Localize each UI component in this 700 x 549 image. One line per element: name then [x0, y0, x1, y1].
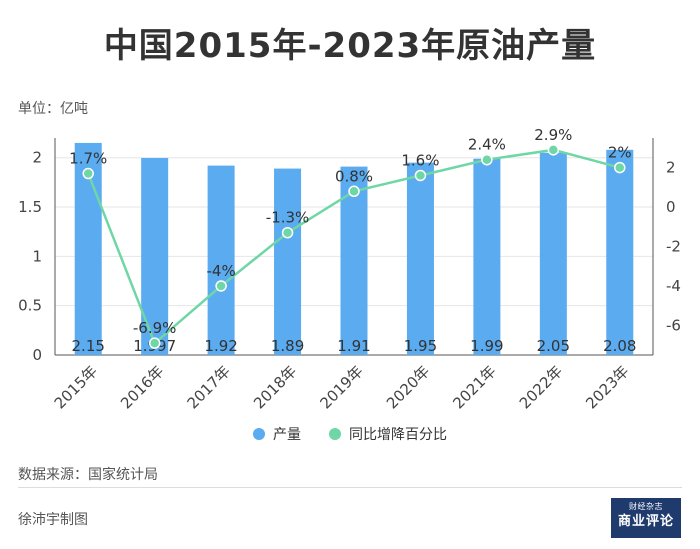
growth-value-label: 2.9% [534, 126, 572, 144]
bar-value-label: 2.05 [537, 337, 570, 355]
x-tick-label: 2018年 [250, 362, 300, 412]
bar [207, 165, 235, 355]
growth-value-label: -6.9% [133, 319, 177, 337]
right-tick-label: -4 [666, 277, 681, 295]
growth-point [215, 280, 227, 292]
legend: 产量 同比增降百分比 [0, 424, 700, 444]
divider [18, 487, 682, 488]
growth-value-label: 1.6% [401, 151, 439, 169]
logo-line1: 财经杂志 [629, 502, 663, 511]
bar [274, 168, 302, 355]
growth-value-label: -1.3% [266, 209, 310, 227]
growth-point [481, 153, 493, 166]
growth-point [348, 185, 360, 198]
legend-bar-label: 产量 [273, 427, 301, 443]
bar-value-label: 2.08 [603, 337, 636, 355]
growth-value-label: 1.7% [69, 150, 107, 168]
bar [473, 158, 501, 355]
right-tick-label: 2 [666, 159, 676, 177]
publisher-logo: 财经杂志 商业评论 [611, 498, 681, 538]
growth-point [148, 337, 161, 349]
growth-value-label: 0.8% [335, 167, 373, 185]
growth-point [414, 169, 427, 182]
bar-value-label: 1.92 [204, 337, 237, 355]
growth-value-label: -4% [207, 262, 236, 280]
bar-value-label: 2.15 [72, 337, 105, 355]
right-tick-label: -6 [666, 316, 681, 334]
x-tick-label: 2016年 [117, 362, 167, 412]
logo-line2: 商业评论 [617, 514, 674, 529]
x-tick-label: 2021年 [449, 362, 499, 412]
bar [406, 162, 434, 355]
left-tick-label: 0.5 [18, 297, 42, 315]
bar-value-label: 1.89 [271, 337, 304, 355]
x-tick-label: 2022年 [516, 362, 566, 412]
left-tick-label: 0 [32, 346, 42, 364]
legend-item-bar[interactable]: 产量 [253, 424, 301, 444]
unit-label: 单位：亿吨 [18, 101, 88, 117]
combo-chart: 00.511.52-6-4-2022.151.9971.921.891.911.… [18, 126, 681, 413]
x-tick-label: 2015年 [51, 362, 101, 412]
right-tick-label: -2 [666, 238, 681, 256]
legend-line-swatch [329, 428, 341, 440]
growth-point [614, 161, 626, 174]
bar-value-label: 1.99 [470, 337, 503, 355]
growth-point [547, 144, 560, 156]
author-credit: 徐沛宇制图 [18, 512, 88, 528]
source-note: 数据来源：国家统计局 [18, 467, 158, 483]
x-tick-label: 2019年 [316, 362, 366, 412]
legend-item-line[interactable]: 同比增降百分比 [329, 424, 447, 444]
legend-line-label: 同比增降百分比 [349, 427, 447, 443]
bar [606, 149, 634, 355]
bar-value-label: 1.95 [404, 337, 437, 355]
growth-point [82, 167, 94, 180]
chart-title: 中国2015年-2023年原油产量 [103, 26, 597, 66]
bar-value-label: 1.91 [337, 337, 370, 355]
right-tick-label: 0 [666, 198, 676, 216]
legend-bar-swatch [253, 428, 265, 440]
growth-value-label: 2% [608, 144, 632, 162]
left-tick-label: 1.5 [18, 198, 42, 216]
growth-point [281, 226, 294, 239]
growth-value-label: 2.4% [468, 136, 506, 154]
x-tick-label: 2023年 [582, 362, 632, 412]
bar [539, 152, 567, 355]
x-tick-label: 2020年 [383, 362, 433, 412]
left-tick-label: 1 [32, 247, 42, 265]
left-tick-label: 2 [32, 149, 42, 167]
x-tick-label: 2017年 [184, 362, 234, 412]
